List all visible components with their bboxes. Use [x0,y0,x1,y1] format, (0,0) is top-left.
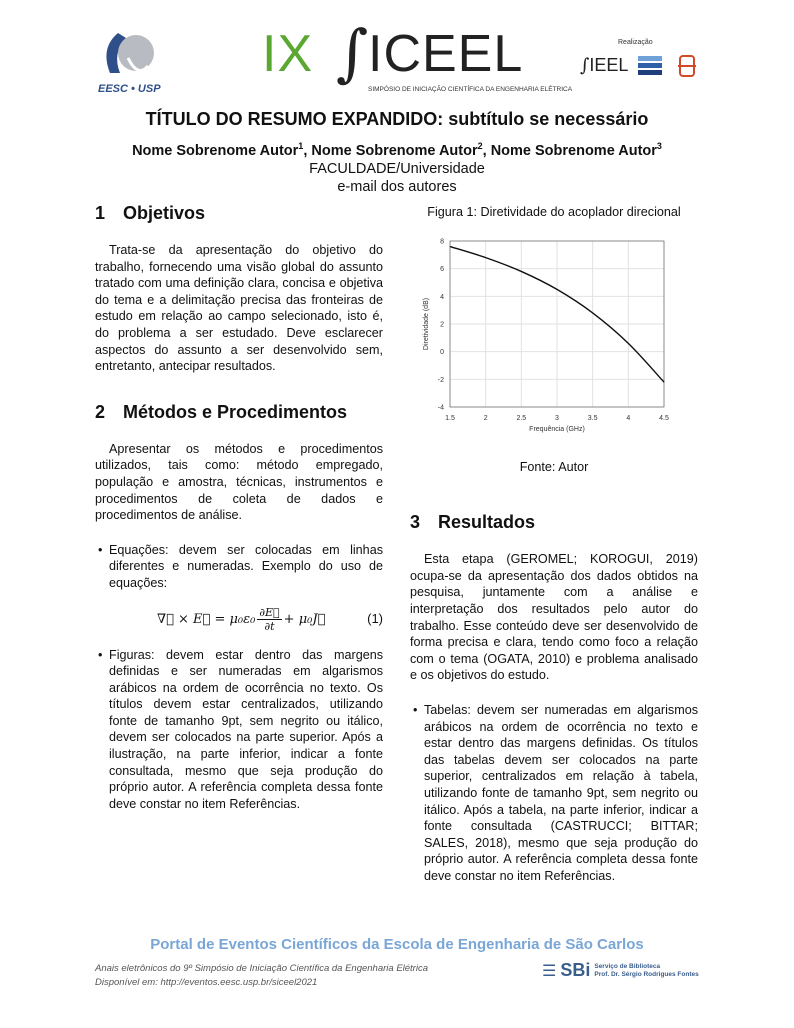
event-number: IX [262,25,314,83]
eesc-logo-text: EESC • USP [98,83,161,95]
x-tick-label: 2.5 [516,415,526,422]
footer-info: Anais eletrônicos do 9º Simpósio de Inic… [95,962,428,990]
equation: ∇⃗ × E⃗ = μ₀ε₀ ∂E⃗ ∂t + μ₀J⃗ (1) [157,605,383,633]
sbi-logo: ☰ SBi Serviço de Biblioteca Prof. Dr. Sérg… [542,960,699,980]
footer-url[interactable]: Disponível em: http://eventos.eesc.usp.b… [95,977,318,988]
footer-portal: Portal de Eventos Científicos da Escola … [150,936,644,953]
plot-frame [449,240,665,407]
left-column: 1 Objetivos Trata-se da apresentação do o… [95,202,383,812]
figure-source: Fonte: Autor [519,459,589,474]
author-list: Nome Sobrenome Autor1, Nome Sobrenome Au… [132,141,662,159]
author-name: Nome Sobrenome Autor [311,143,478,159]
equation-number: (1) [367,610,383,626]
figure-caption: Figura 1: Diretividade do acoplador dire… [427,205,681,219]
bullet-item: Equações: devem ser colocadas em linhas … [95,542,383,592]
x-tick-label: 4.5 [659,415,669,422]
bullet-item: Tabelas: devem ser numeradas em algarism… [410,702,698,885]
footer-anais: Anais eletrônicos do 9º Simpósio de Inic… [95,963,428,974]
author-sup: 3 [656,141,662,152]
y-tick-label: 8 [440,238,444,245]
x-tick-label: 2 [484,415,488,422]
sieel-logo: ∫IEEL [580,55,629,76]
author-name: Nome Sobrenome Autor [490,143,657,159]
siceel-logo: IX ∫ ICEEL SIMPÓSIO DE INICIAÇÃO CIENTÍF… [262,16,572,98]
y-axis-label: Diretividade (dB) [423,298,430,350]
event-subtitle: SIMPÓSIO DE INICIAÇÃO CIENTÍFICA DA ENGE… [368,86,573,93]
section-text: Esta etapa (GEROMEL; KOROGUI, 2019) ocup… [410,552,698,683]
library-icon: ☰ [542,962,557,980]
author-name: Nome Sobrenome Autor [132,143,299,159]
section-heading: 3 Resultados [410,512,536,533]
event-name: ICEEL [368,25,524,83]
x-tick-label: 3.5 [588,415,598,422]
eesc-usp-logo: EESC • USP [98,28,168,96]
x-axis-label: Frequência (GHz) [529,426,585,433]
eesc-emblem-icon [106,33,154,73]
section-heading: 2 Métodos e Procedimentos [95,401,348,422]
y-tick-label: -2 [438,376,444,383]
x-tick-label: 4 [626,415,630,422]
section-heading: 1 Objetivos [95,203,206,223]
y-tick-label: 4 [440,293,444,300]
section-text: Apresentar os métodos e procedimentos ut… [95,441,383,523]
x-tick-label: 3 [555,415,559,422]
author-sup: 1 [298,141,304,152]
integral-icon: ∫ [336,16,369,89]
realizacao-label: Realização [618,39,653,46]
section-text: Trata-se da apresentação do objetivo do … [95,243,383,374]
bullet-item: Figuras: devem estar dentro das margens … [95,647,383,813]
directivity-chart: 1.5 2 2.5 3 3.5 4 4.5 -4 -2 0 2 4 6 8 Frequência (GHz)… [423,238,669,433]
y-tick-label: 2 [440,321,444,328]
paper-title: TÍTULO DO RESUMO EXPANDIDO: subtítulo se… [145,109,649,129]
right-column: Figura 1: Diretividade do acoplador dire… [410,204,698,884]
x-tick-label: 1.5 [445,415,455,422]
y-tick-label: -4 [438,404,444,411]
partner-logos-icon [638,55,696,77]
affiliation: FACULDADE/Universidade [309,161,485,177]
email: e-mail dos autores [337,179,457,195]
author-sup: 2 [477,141,483,152]
y-tick-label: 6 [440,266,444,273]
y-tick-label: 0 [440,349,444,356]
sieel-text: IEEL [589,55,629,75]
series-line [449,245,665,383]
